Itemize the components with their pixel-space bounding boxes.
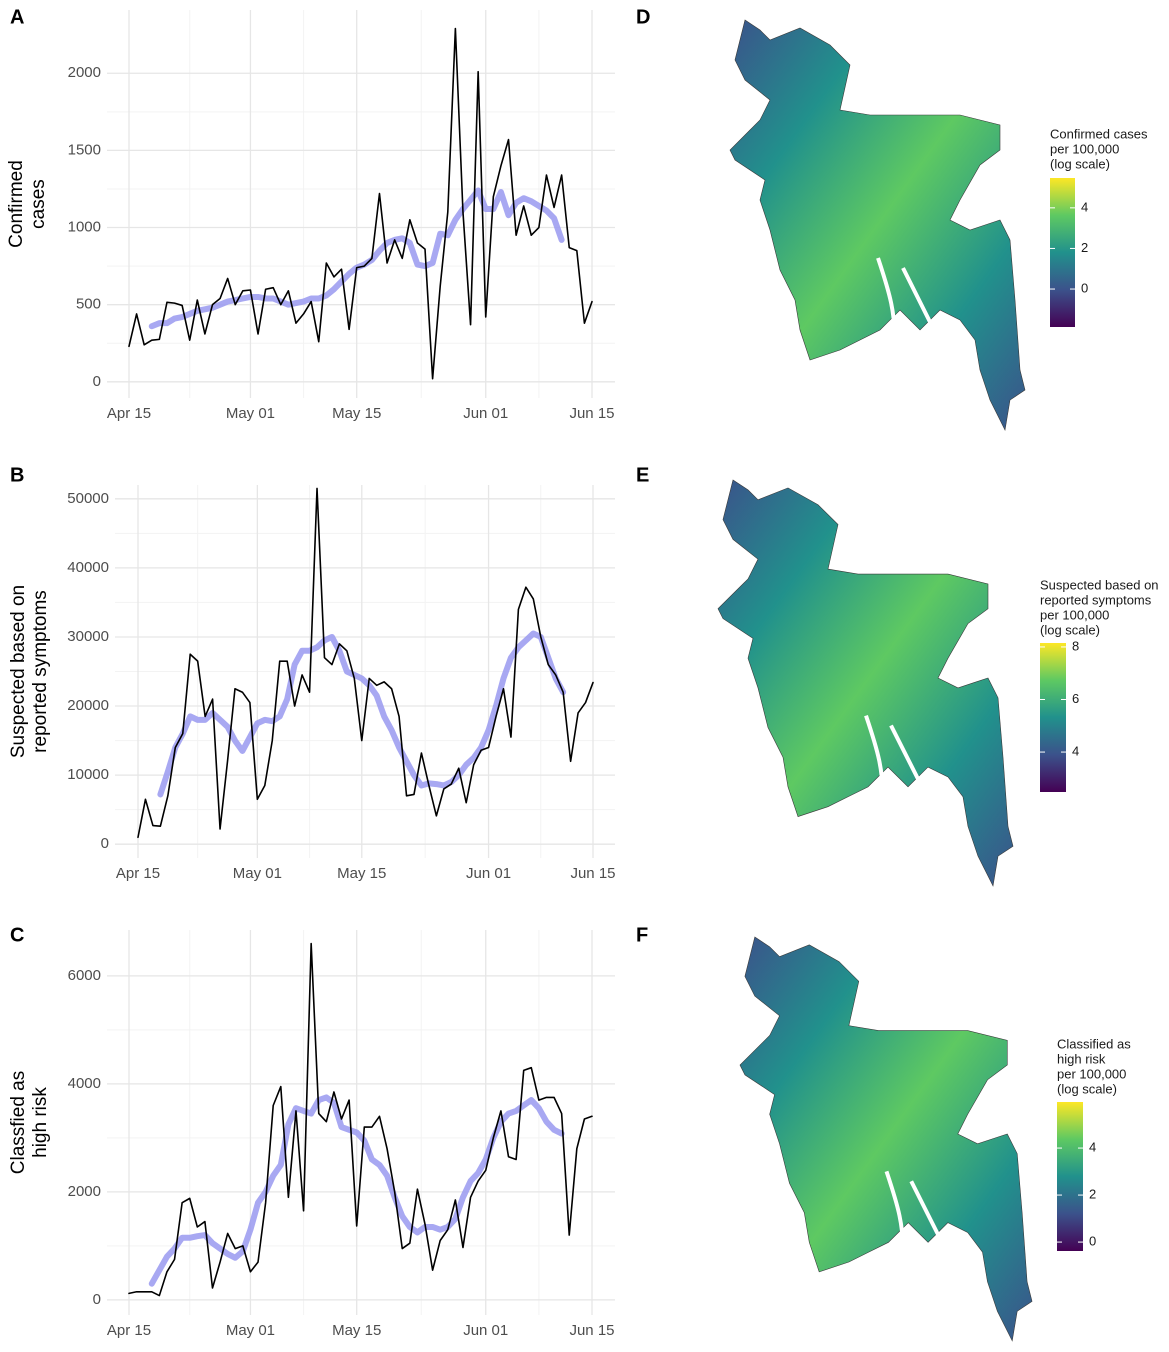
y-axis-label: Classfied as [8,1071,29,1175]
x-tick-label: May 15 [332,405,381,422]
colorbar-tick-label: 2 [1081,240,1088,255]
colorbar-tick-label: 4 [1081,199,1088,214]
map-region [729,19,1026,431]
x-tick-label: May 01 [226,405,275,422]
panel-label: D [636,6,650,28]
river [884,1170,948,1261]
x-tick-label: May 15 [332,1322,381,1339]
y-tick-label: 4000 [68,1075,101,1092]
legend-title: (log scale) [1057,1081,1117,1096]
x-tick-label: Jun 01 [466,865,511,882]
x-tick-label: Jun 15 [569,1322,614,1339]
y-tick-label: 30000 [67,628,109,645]
y-tick-label: 0 [93,373,101,390]
colorbar-tick-label: 4 [1072,743,1079,758]
map [729,19,1026,431]
colorbar-tick-label: 4 [1089,1140,1096,1155]
legend-title: high risk [1057,1051,1106,1066]
legend-title: Suspected based on [1040,577,1159,592]
river [876,257,940,349]
y-axis-label: Suspected based on [8,585,29,758]
x-tick-label: May 01 [226,1322,275,1339]
colorbar-tick-label: 0 [1081,280,1088,295]
colorbar-tick-label: 0 [1089,1234,1096,1249]
y-tick-label: 500 [76,296,101,313]
y-axis-label: reported symptoms [30,590,51,753]
data-line [128,942,593,1297]
colorbar [1057,1102,1083,1251]
data-line [128,27,593,380]
legend-title: per 100,000 [1040,607,1109,622]
x-tick-label: May 01 [233,865,282,882]
x-tick-label: Jun 15 [569,405,614,422]
x-tick-label: May 15 [337,865,386,882]
x-tick-label: Jun 15 [570,865,615,882]
legend-title: (log scale) [1050,156,1110,171]
y-tick-label: 50000 [67,490,109,507]
panel-label: E [636,464,649,486]
colorbar-tick-label: 2 [1089,1187,1096,1202]
legend-title: per 100,000 [1050,141,1119,156]
colorbar [1050,178,1075,327]
x-tick-label: Apr 15 [116,865,160,882]
x-tick-label: Apr 15 [107,1322,151,1339]
legend-title: reported symptoms [1040,592,1152,607]
panel-label: B [10,464,24,486]
colorbar-tick-label: 6 [1072,691,1079,706]
y-tick-label: 2000 [68,64,101,81]
data-line [137,487,594,839]
y-tick-label: 20000 [67,697,109,714]
x-tick-label: Jun 01 [463,1322,508,1339]
river [864,714,928,806]
colorbar [1040,643,1066,792]
y-tick-label: 40000 [67,559,109,576]
colorbar-tick-label: 8 [1072,638,1079,653]
x-tick-label: Jun 01 [463,405,508,422]
x-tick-label: Apr 15 [107,405,151,422]
legend-title: Confirmed cases [1050,126,1148,141]
y-tick-label: 1500 [68,141,101,158]
legend-title: (log scale) [1040,622,1100,637]
y-tick-label: 2000 [68,1183,101,1200]
y-tick-label: 6000 [68,967,101,984]
y-tick-label: 0 [101,835,109,852]
y-axis-label: cases [28,179,49,229]
panel-label: A [10,6,24,28]
y-axis-label: Confirmed [6,160,27,248]
map-region [739,936,1033,1342]
y-tick-label: 0 [93,1291,101,1308]
y-tick-label: 1000 [68,218,101,235]
y-tick-label: 10000 [67,766,109,783]
panel-label: C [10,924,24,946]
panel-label: F [636,924,648,946]
data-line [157,630,567,798]
map-region [717,479,1014,887]
map [739,936,1033,1342]
legend-title: per 100,000 [1057,1066,1126,1081]
map [717,479,1014,887]
y-axis-label: high risk [30,1087,51,1158]
legend-title: Classified as [1057,1036,1131,1051]
